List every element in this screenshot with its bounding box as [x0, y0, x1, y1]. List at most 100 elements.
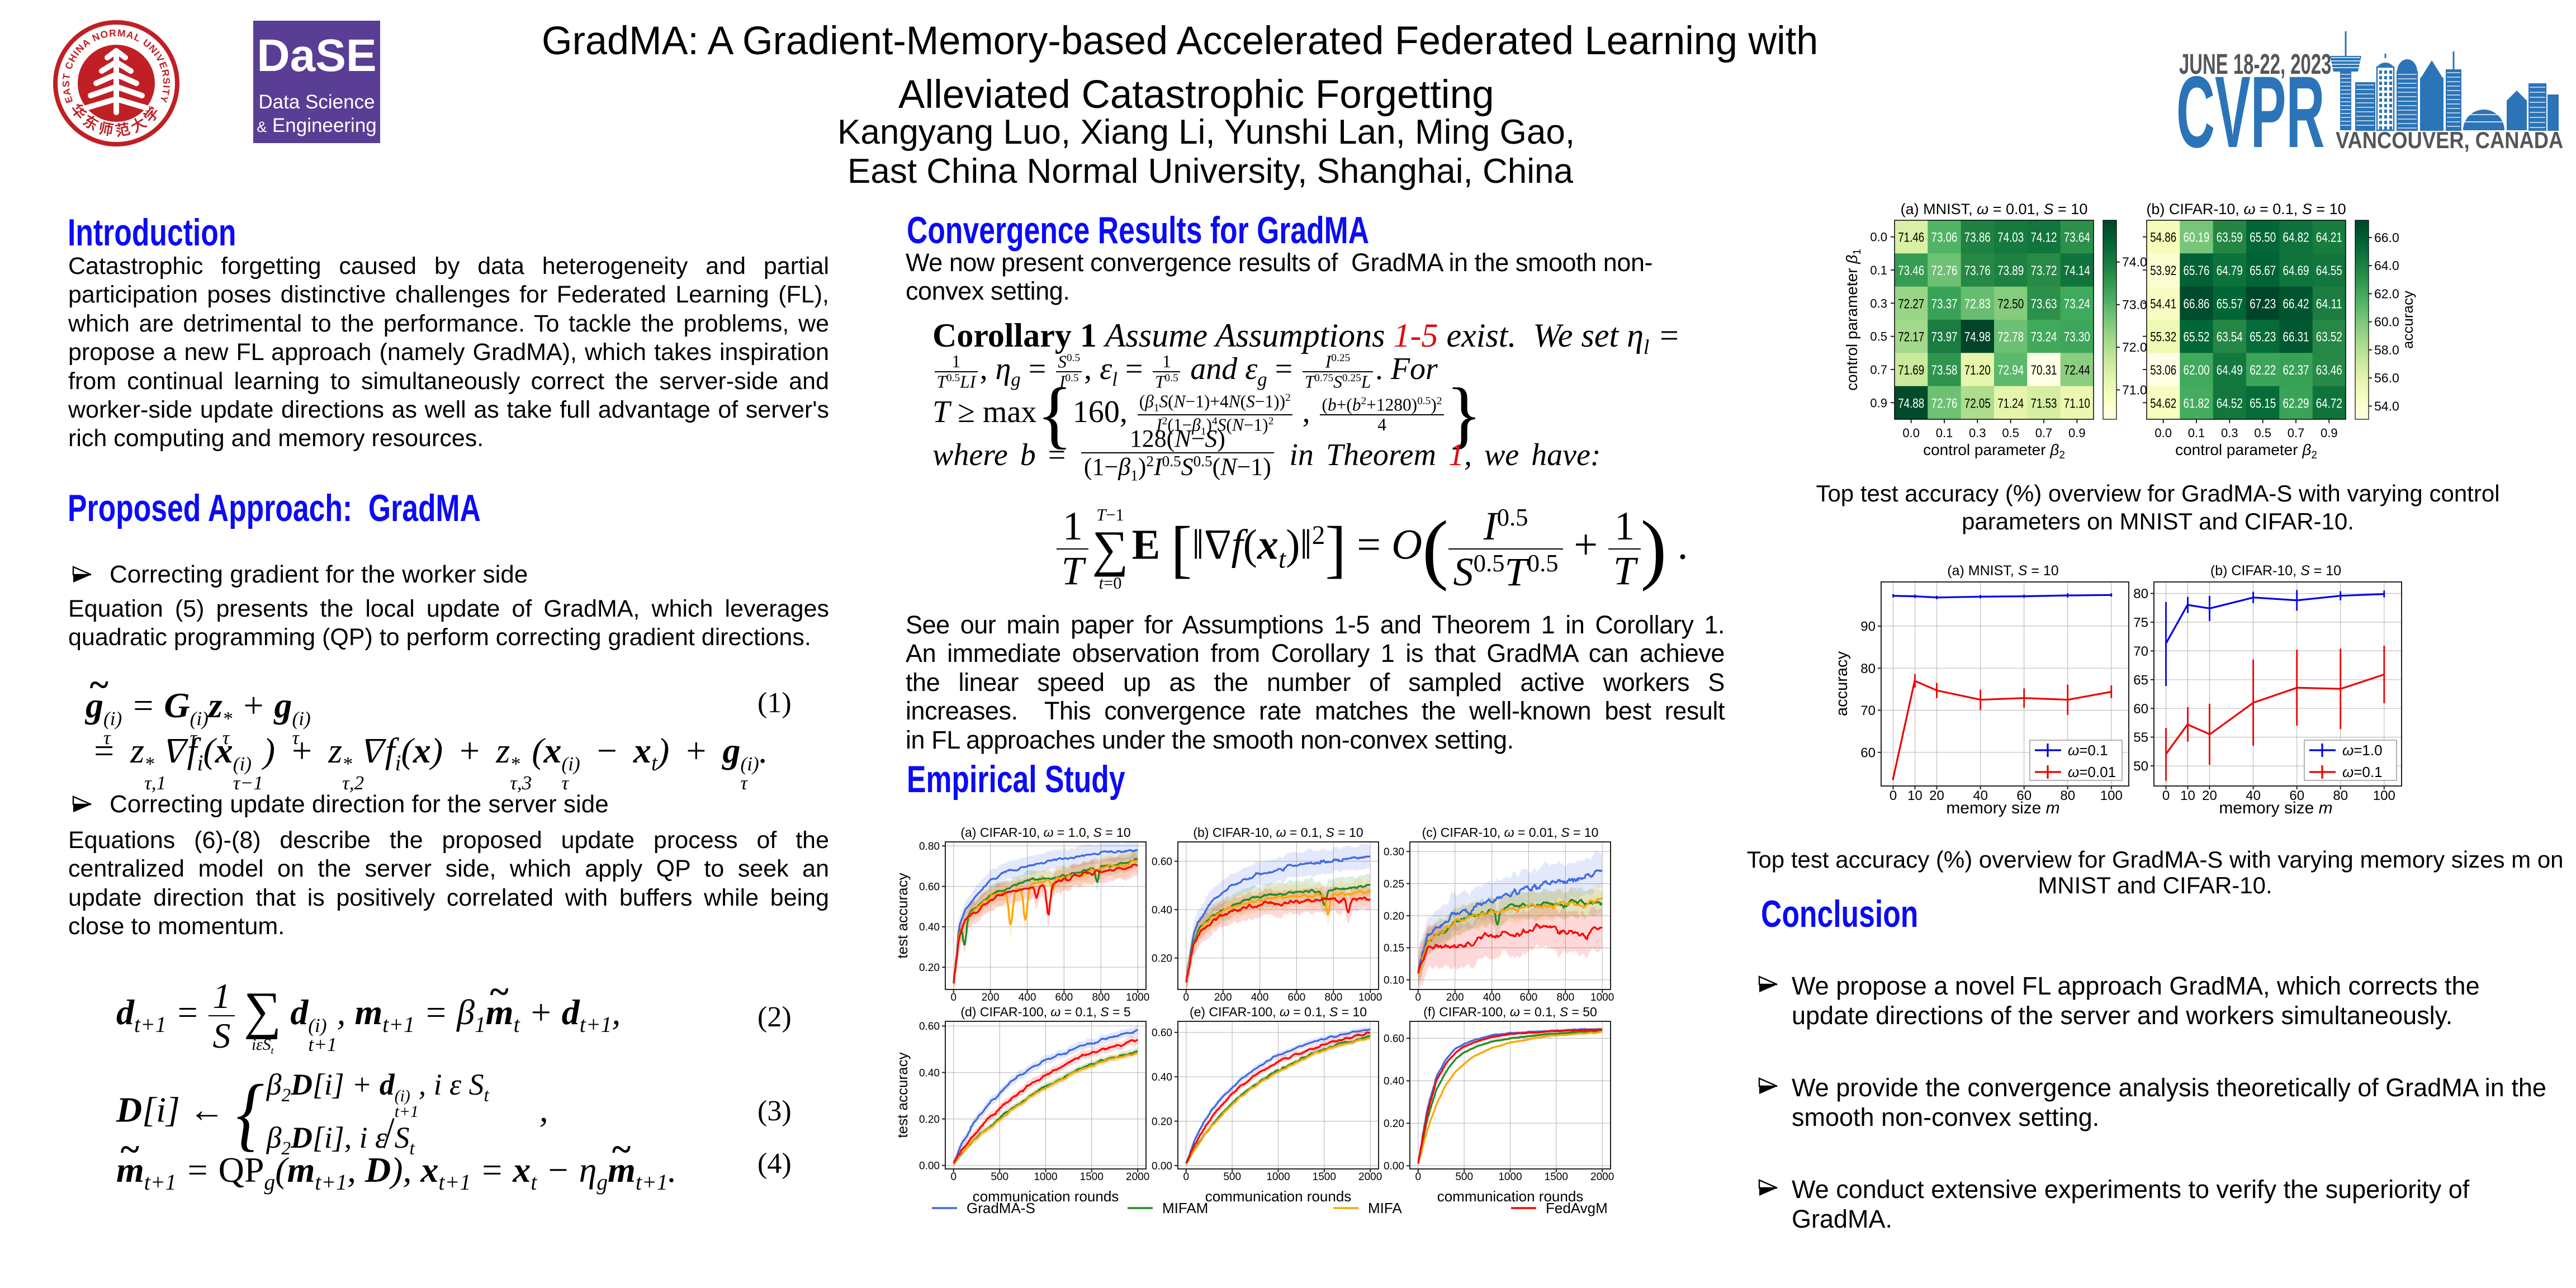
svg-text:73.72: 73.72	[2031, 263, 2057, 278]
svg-text:control parameter β2: control parameter β2	[1923, 441, 2065, 461]
svg-text:80: 80	[2060, 788, 2075, 803]
svg-text:100: 100	[2373, 788, 2395, 803]
svg-text:64.21: 64.21	[2316, 230, 2342, 245]
svg-text:63.52: 63.52	[2316, 330, 2342, 345]
svg-text:70.31: 70.31	[2031, 363, 2057, 378]
svg-text:0.0: 0.0	[1902, 426, 1920, 440]
svg-text:(a) MNIST, S = 10: (a) MNIST, S = 10	[1947, 563, 2058, 579]
svg-text:74.12: 74.12	[2031, 230, 2057, 245]
svg-text:500: 500	[1223, 1171, 1241, 1183]
svg-text:72.50: 72.50	[1997, 296, 2024, 311]
svg-text:MIFAM: MIFAM	[1162, 1200, 1208, 1216]
svg-text:90: 90	[1860, 619, 1876, 634]
svg-text:0.40: 0.40	[1384, 1076, 1404, 1087]
svg-text:54.41: 54.41	[2150, 296, 2176, 311]
svg-text:73.24: 73.24	[2031, 330, 2057, 345]
svg-text:80: 80	[2133, 586, 2148, 602]
svg-text:1000: 1000	[1498, 1171, 1522, 1183]
svg-text:test accuracy: test accuracy	[894, 873, 911, 958]
svg-text:72.94: 72.94	[1997, 363, 2024, 378]
svg-text:0: 0	[1415, 1171, 1422, 1183]
svg-text:73.89: 73.89	[1997, 263, 2024, 278]
svg-text:200: 200	[982, 992, 1000, 1003]
svg-text:0.15: 0.15	[1384, 943, 1404, 954]
svg-text:0.20: 0.20	[1152, 1116, 1172, 1128]
svg-text:(e) CIFAR-100, ω = 0.1, S = 10: (e) CIFAR-100, ω = 0.1, S = 10	[1190, 1005, 1367, 1019]
svg-text:66.42: 66.42	[2283, 296, 2309, 311]
svg-text:0.20: 0.20	[1152, 953, 1172, 965]
svg-text:20: 20	[2202, 788, 2217, 803]
svg-text:600: 600	[1288, 992, 1306, 1003]
svg-text:0.5: 0.5	[2254, 426, 2271, 440]
svg-text:accuracy: accuracy	[1833, 651, 1851, 716]
svg-text:500: 500	[991, 1171, 1008, 1183]
svg-text:80: 80	[1860, 661, 1876, 676]
svg-text:65: 65	[2133, 673, 2148, 688]
svg-text:73.86: 73.86	[1964, 230, 1991, 245]
svg-text:54.86: 54.86	[2150, 230, 2176, 245]
svg-text:73.30: 73.30	[2064, 330, 2090, 345]
svg-text:60: 60	[1860, 745, 1876, 760]
svg-text:74.88: 74.88	[1898, 396, 1924, 411]
svg-text:2000: 2000	[1590, 1171, 1614, 1183]
svg-text:73.46: 73.46	[1898, 263, 1924, 278]
svg-text:0: 0	[1890, 788, 1897, 803]
svg-text:200: 200	[1214, 992, 1232, 1003]
svg-text:0.0: 0.0	[1870, 230, 1887, 244]
svg-text:800: 800	[1092, 992, 1110, 1003]
svg-text:0.00: 0.00	[919, 1161, 940, 1172]
svg-text:65.67: 65.67	[2250, 263, 2276, 278]
svg-text:10: 10	[2180, 788, 2195, 803]
svg-text:0.60: 0.60	[1384, 1033, 1404, 1045]
svg-text:1000: 1000	[1126, 992, 1149, 1003]
svg-text:54.62: 54.62	[2150, 396, 2176, 411]
svg-text:40: 40	[1973, 788, 1988, 803]
svg-text:70: 70	[1860, 703, 1876, 718]
svg-text:80: 80	[2333, 788, 2348, 803]
svg-text:64.11: 64.11	[2316, 296, 2342, 311]
svg-text:64.55: 64.55	[2316, 263, 2342, 278]
svg-text:0.60: 0.60	[919, 881, 940, 893]
svg-text:0: 0	[951, 1171, 957, 1183]
svg-text:communication rounds: communication rounds	[973, 1188, 1119, 1205]
svg-text:60.19: 60.19	[2184, 230, 2210, 245]
svg-text:54.0: 54.0	[2374, 399, 2399, 413]
svg-text:0.40: 0.40	[1152, 1072, 1172, 1083]
svg-text:(a) MNIST, ω = 0.01, S = 10: (a) MNIST, ω = 0.01, S = 10	[1901, 201, 2088, 217]
svg-text:64.82: 64.82	[2283, 230, 2309, 245]
svg-text:60.0: 60.0	[2374, 315, 2399, 329]
svg-text:0.20: 0.20	[919, 1114, 940, 1126]
svg-text:10: 10	[1907, 788, 1922, 803]
svg-text:test accuracy: test accuracy	[894, 1052, 911, 1138]
svg-text:73.37: 73.37	[1931, 296, 1958, 311]
svg-text:100: 100	[2100, 788, 2123, 803]
svg-text:0: 0	[1183, 1171, 1190, 1183]
svg-text:56.0: 56.0	[2374, 371, 2399, 385]
svg-text:73.97: 73.97	[1931, 330, 1958, 345]
svg-text:memory size m: memory size m	[2219, 799, 2332, 817]
svg-text:66.31: 66.31	[2283, 330, 2309, 345]
svg-text:0.60: 0.60	[1152, 856, 1172, 868]
svg-text:0.00: 0.00	[1384, 1161, 1404, 1172]
svg-text:0.60: 0.60	[919, 1021, 940, 1033]
svg-text:0.3: 0.3	[1870, 296, 1887, 310]
svg-text:0.00: 0.00	[1152, 1161, 1172, 1172]
svg-text:65.23: 65.23	[2250, 330, 2276, 345]
svg-text:VANCOUVER, CANADA: VANCOUVER, CANADA	[2336, 127, 2563, 154]
svg-text:600: 600	[1055, 992, 1073, 1003]
svg-text:62.00: 62.00	[2184, 363, 2210, 378]
svg-text:(c) CIFAR-10, ω = 0.01, S = 10: (c) CIFAR-10, ω = 0.01, S = 10	[1422, 825, 1599, 840]
svg-text:71.69: 71.69	[1898, 363, 1924, 378]
svg-text:73.0: 73.0	[2122, 297, 2147, 312]
svg-text:74.14: 74.14	[2064, 263, 2090, 278]
svg-text:0: 0	[951, 992, 957, 1003]
svg-text:0.9: 0.9	[2321, 426, 2338, 440]
svg-text:70: 70	[2133, 644, 2148, 659]
svg-text:72.27: 72.27	[1898, 296, 1924, 311]
svg-text:74.98: 74.98	[1964, 330, 1991, 345]
svg-text:0.25: 0.25	[1384, 878, 1404, 890]
svg-text:72.44: 72.44	[2064, 363, 2090, 378]
svg-text:200: 200	[1446, 992, 1464, 1003]
svg-text:73.76: 73.76	[1964, 263, 1991, 278]
svg-text:63.59: 63.59	[2217, 230, 2243, 245]
